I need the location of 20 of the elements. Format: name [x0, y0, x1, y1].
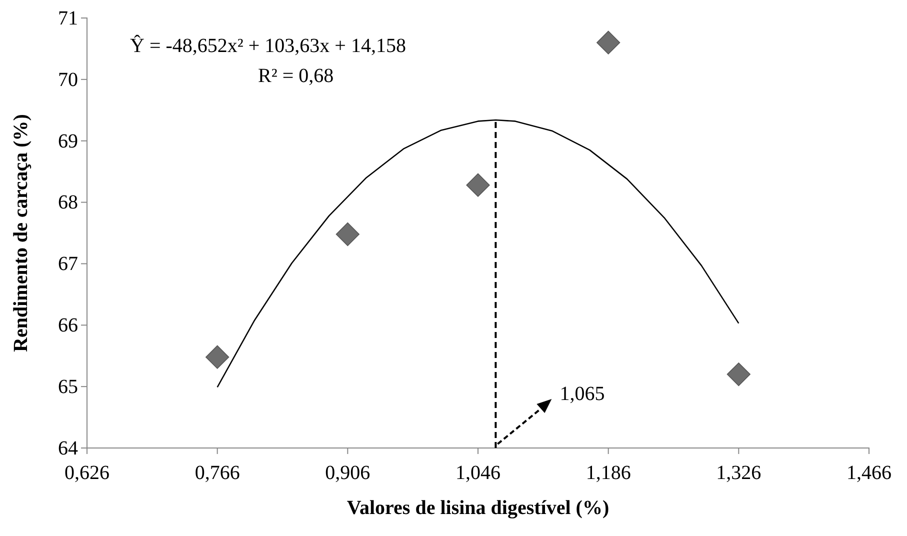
y-tick-label: 68	[58, 192, 78, 214]
x-tick-label: 0,626	[64, 462, 110, 484]
x-tick-label: 0,766	[194, 462, 240, 484]
y-tick-label: 64	[58, 437, 78, 460]
x-tick-label: 1,186	[586, 462, 631, 484]
y-tick-label: 66	[58, 314, 78, 337]
annotation: 1,065	[560, 383, 605, 405]
y-tick-label: 69	[58, 130, 78, 152]
annotation: R² = 0,68	[258, 65, 334, 87]
x-tick-label: 0,906	[325, 462, 370, 484]
y-tick-label: 67	[58, 253, 78, 276]
y-tick-label: 71	[58, 7, 78, 30]
y-axis-title: Rendimento de carcaça (%)	[10, 114, 32, 352]
x-axis-title: Valores de lisina digestível (%)	[346, 497, 610, 519]
y-tick-label: 70	[58, 68, 78, 91]
x-tick-label: 1,466	[846, 462, 892, 484]
y-tick-label: 65	[58, 376, 78, 398]
x-tick-label: 1,046	[456, 462, 500, 484]
x-tick-label: 1,326	[716, 462, 762, 484]
annotation: Ŷ = -48,652x² + 103,63x + 14,158	[130, 34, 406, 57]
